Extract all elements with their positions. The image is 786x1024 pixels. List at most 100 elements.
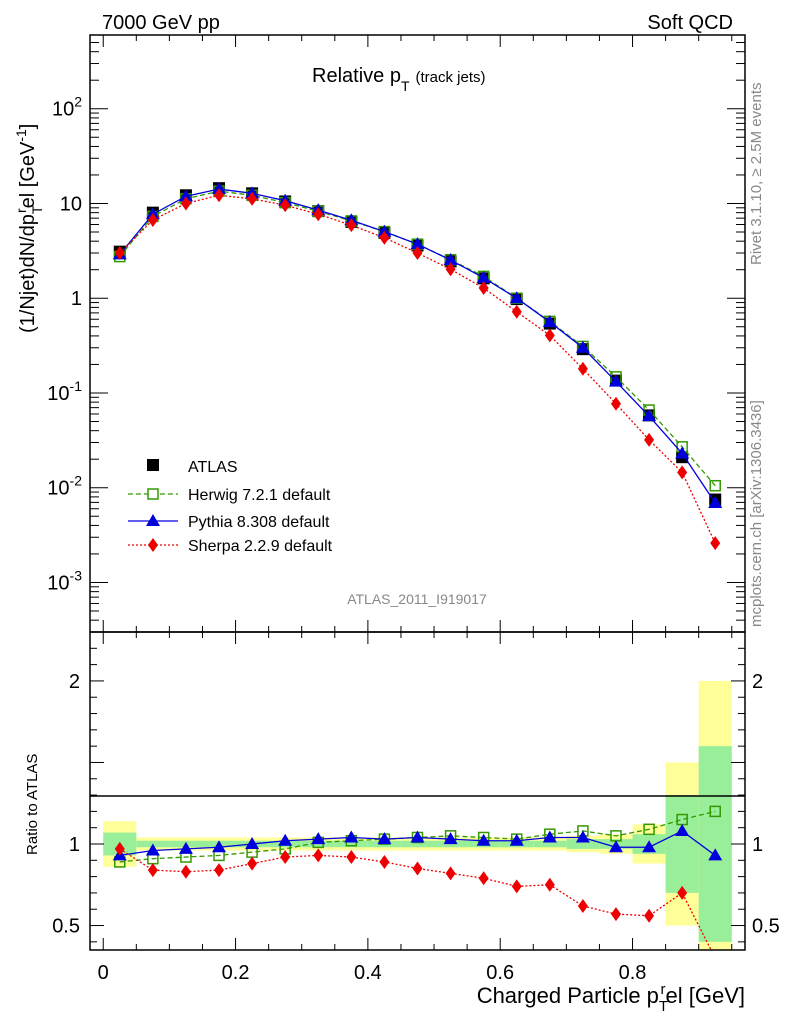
ratio-point-sherpa	[346, 850, 357, 865]
legend: ATLAS Herwig 7.2.1 default Pythia 8.308 …	[128, 459, 333, 555]
ratio-point-pythia	[377, 832, 392, 845]
y-axis-label-ratio: Ratio to ATLAS	[24, 754, 41, 855]
ratio-point-sherpa	[379, 854, 390, 869]
main-point-pythia	[178, 189, 193, 202]
y-main-tick-label: 102	[52, 94, 82, 121]
main-point-pythia	[377, 224, 392, 237]
header-beam-label: 7000 GeV pp	[102, 12, 220, 34]
main-point-sherpa	[511, 304, 522, 319]
ratio-band-inner	[400, 840, 435, 848]
mcplots-label: mcplots.cern.ch [arXiv:1306.3436]	[748, 400, 765, 627]
ratio-point-pythia	[212, 840, 227, 853]
plot-title: Relative pT (track jets)	[312, 65, 486, 94]
legend-label-atlas: ATLAS	[188, 459, 238, 476]
legend-item-sherpa: Sherpa 2.2.9 default	[128, 538, 333, 555]
main-point-sherpa	[610, 396, 621, 411]
main-point-sherpa	[313, 207, 324, 222]
main-point-sherpa	[346, 218, 357, 233]
y-main-tick-label: 1	[71, 288, 82, 310]
analysis-id: ATLAS_2011_I919017	[347, 591, 487, 607]
plot-title-main: Relative p	[312, 65, 401, 87]
y-main-tick-label: 10-3	[47, 567, 82, 594]
legend-marker-sherpa	[148, 538, 158, 552]
ratio-point-herwig	[643, 823, 655, 836]
legend-item-herwig: Herwig 7.2.1 default	[128, 487, 331, 504]
ratio-band-inner	[665, 795, 699, 893]
ratio-point-sherpa	[412, 861, 423, 876]
ratio-point-sherpa	[445, 866, 456, 881]
y-main-tick-exp: -1	[70, 378, 83, 394]
x-tick-label: 0.2	[222, 962, 250, 984]
legend-item-atlas: ATLAS	[147, 459, 238, 476]
y-ratio-tick-label-right: 2	[752, 671, 763, 693]
rivet-version-label: Rivet 3.1.10, ≥ 2.5M events	[748, 83, 765, 266]
main-point-herwig	[709, 479, 721, 492]
ratio-point-sherpa	[280, 850, 291, 865]
y-ratio-tick-label: 0.5	[52, 916, 80, 938]
ratio-point-sherpa	[511, 879, 522, 894]
ratio-panel-series	[112, 805, 723, 965]
y-main-tick-label: 10	[60, 193, 82, 215]
main-point-sherpa	[710, 536, 721, 551]
legend-label-herwig: Herwig 7.2.1 default	[188, 487, 331, 504]
ratio-point-sherpa	[114, 841, 125, 856]
y-ratio-tick-label-right: 0.5	[752, 916, 780, 938]
main-point-sherpa	[445, 262, 456, 277]
main-point-sherpa	[379, 230, 390, 245]
plot-title-sub: T	[401, 78, 410, 94]
ratio-point-pythia	[509, 833, 524, 846]
ratio-point-sherpa	[180, 864, 191, 879]
x-label-sub: T	[659, 998, 668, 1015]
main-point-pythia	[675, 446, 690, 459]
legend-marker-pythia	[146, 514, 160, 526]
ratio-point-pythia	[178, 841, 193, 854]
main-point-sherpa	[147, 212, 158, 227]
ratio-point-pythia	[675, 823, 690, 836]
main-point-sherpa	[412, 246, 423, 261]
y-main-tick-label: 10-1	[47, 378, 82, 405]
ratio-point-herwig	[709, 805, 721, 818]
plot-title-note: (track jets)	[416, 69, 486, 86]
main-point-sherpa	[114, 246, 125, 261]
ratio-point-sherpa	[677, 885, 688, 900]
y-axis-label-main: (1/Njet)dN/dpTrel [GeV-1]	[13, 124, 45, 333]
ratio-point-sherpa	[247, 856, 258, 871]
main-point-sherpa	[478, 281, 489, 296]
ratio-point-sherpa	[644, 908, 655, 923]
ratio-point-pythia	[476, 833, 491, 846]
ratio-point-sherpa	[577, 898, 588, 913]
y-main-tick-base: 10	[47, 478, 69, 500]
legend-marker-herwig	[147, 488, 159, 500]
y-label-main-tail: el [GeV	[17, 141, 39, 208]
ratio-point-sherpa	[478, 871, 489, 886]
ratio-point-pythia	[278, 833, 293, 846]
main-point-sherpa	[544, 328, 555, 343]
x-axis-label: Charged Particle pTrel [GeV]	[477, 981, 745, 1015]
main-point-sherpa	[280, 198, 291, 213]
main-point-pythia	[443, 253, 458, 266]
series-line-pythia	[119, 188, 716, 504]
main-point-pythia	[542, 315, 557, 328]
y-main-tick-base: 10	[47, 383, 69, 405]
ratio-point-pythia	[410, 830, 425, 843]
x-label-tail: el [GeV]	[666, 983, 745, 1008]
legend-label-pythia: Pythia 8.308 default	[188, 514, 330, 531]
y-main-tick-base: 10	[52, 99, 74, 121]
y-label-main-exp: -1	[13, 129, 29, 142]
ratio-point-sherpa	[147, 863, 158, 878]
main-point-pythia	[575, 340, 590, 353]
ratio-point-sherpa	[710, 951, 720, 965]
legend-marker-atlas	[147, 459, 159, 471]
x-label-text: Charged Particle p	[477, 983, 659, 1008]
ratio-point-pythia	[542, 830, 557, 843]
x-tick-label: 0.6	[486, 962, 514, 984]
ratio-point-sherpa	[313, 848, 324, 863]
ratio-point-pythia	[443, 832, 458, 845]
y-ratio-tick-label: 2	[69, 671, 80, 693]
ratio-band-inner	[566, 839, 600, 849]
ratio-panel-frame	[89, 631, 746, 951]
main-point-pythia	[608, 374, 623, 387]
y-main-tick-exp: -2	[70, 473, 83, 489]
